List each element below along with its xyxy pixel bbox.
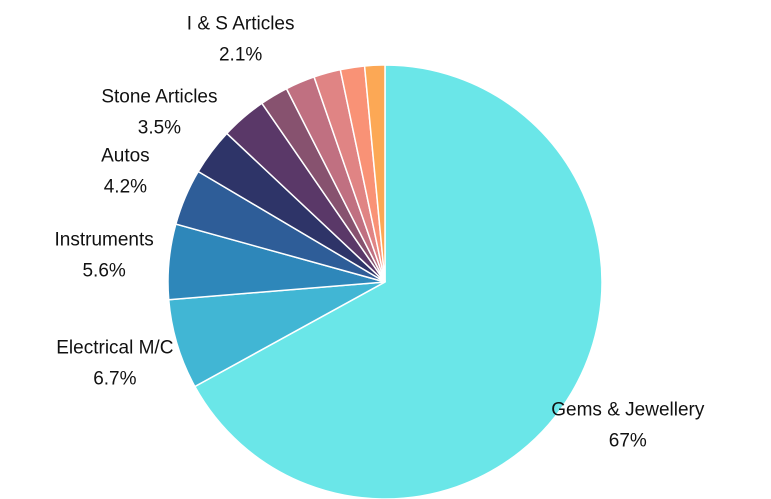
slice-label: Electrical M/C (56, 337, 173, 358)
pie-slice (193, 64, 603, 499)
slice-label: Autos (101, 146, 150, 167)
slice-label: Stone Articles (101, 87, 217, 108)
slice-label: Instruments (55, 229, 154, 250)
slice-value-label: 2.1% (219, 45, 262, 66)
slice-label: Gems & Jewellery (551, 400, 705, 421)
slice-value-label: 5.6% (82, 260, 125, 281)
slice-value-label: 6.7% (93, 368, 136, 389)
slice-value-label: 3.5% (138, 118, 181, 139)
pie-slice (363, 64, 386, 283)
slice-value-label: 67% (609, 431, 647, 452)
slice-value-label: 4.2% (104, 177, 147, 198)
slice-label: I & S Articles (187, 14, 295, 35)
